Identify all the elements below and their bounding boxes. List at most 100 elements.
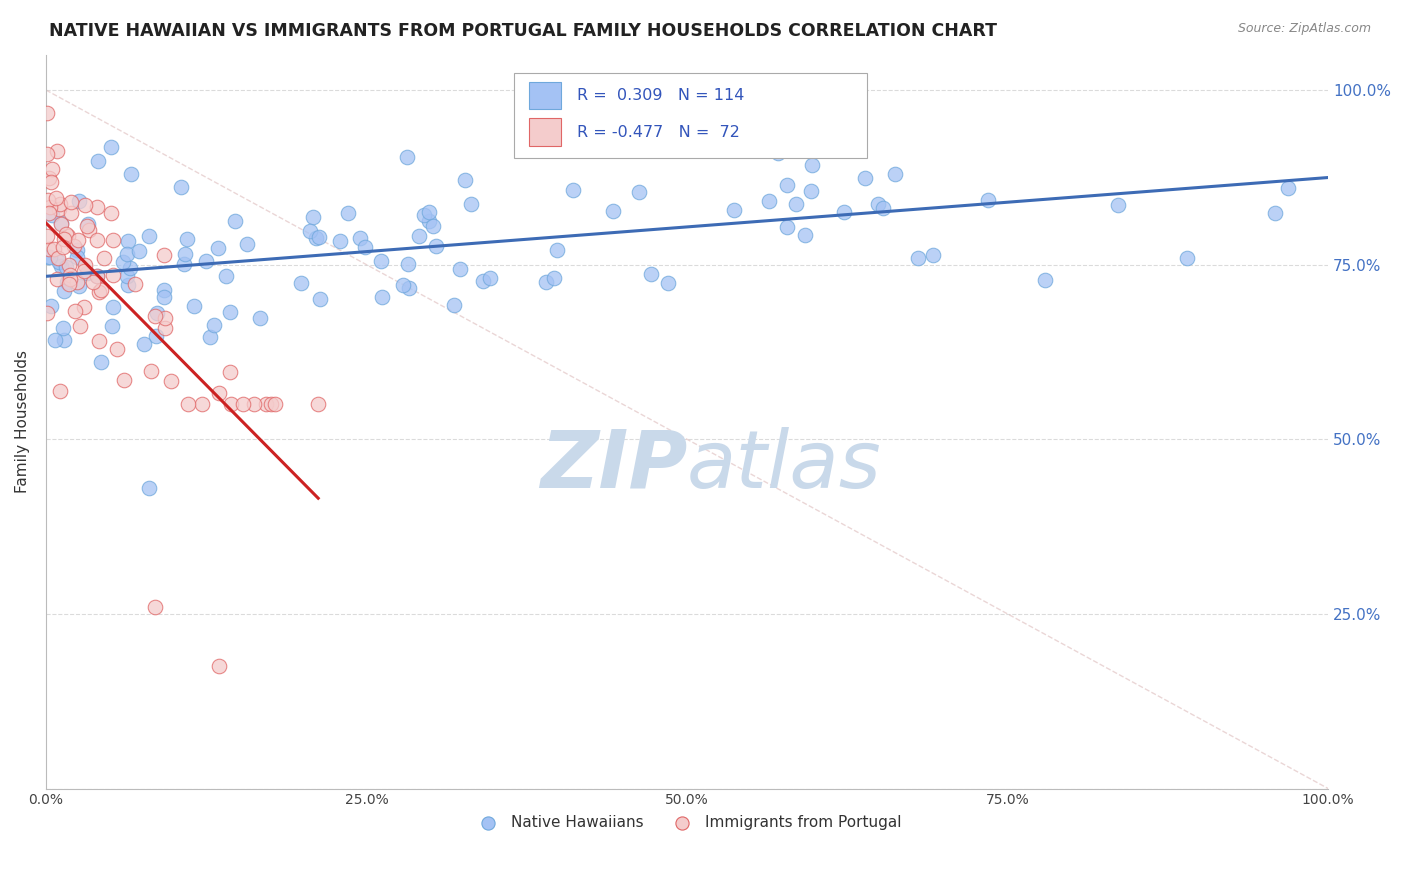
Point	[758, 194, 780, 209]
Point	[41, 175, 63, 189]
Point	[143, 599, 166, 614]
Point	[872, 202, 894, 216]
Point	[101, 318, 124, 333]
Point	[657, 277, 679, 291]
Point	[77, 217, 100, 231]
Point	[117, 278, 139, 293]
Point	[1264, 206, 1286, 220]
Point	[53, 232, 76, 246]
Point	[145, 329, 167, 343]
Point	[52, 320, 75, 334]
Point	[112, 373, 135, 387]
Point	[103, 233, 125, 247]
Point	[868, 196, 890, 211]
Point	[38, 206, 60, 220]
Point	[176, 232, 198, 246]
Point	[1277, 180, 1299, 194]
FancyBboxPatch shape	[515, 73, 866, 158]
Point	[86, 233, 108, 247]
Text: R = -0.477   N =  72: R = -0.477 N = 72	[576, 125, 740, 140]
Point	[41, 208, 63, 222]
Point	[396, 150, 419, 164]
Point	[63, 303, 86, 318]
Point	[1033, 273, 1056, 287]
Point	[118, 260, 141, 275]
Point	[100, 140, 122, 154]
Point	[120, 167, 142, 181]
Point	[800, 184, 823, 198]
Point	[308, 230, 330, 244]
Text: atlas: atlas	[688, 427, 882, 505]
Point	[35, 105, 58, 120]
Point	[141, 364, 163, 378]
Point	[49, 384, 72, 399]
Point	[398, 281, 420, 295]
Point	[627, 186, 650, 200]
Point	[977, 193, 1000, 207]
Point	[59, 194, 82, 209]
Point	[302, 211, 325, 225]
Point	[38, 242, 60, 256]
Point	[128, 244, 150, 259]
Point	[723, 202, 745, 217]
Point	[59, 268, 82, 282]
Point	[776, 178, 799, 192]
Point	[103, 268, 125, 282]
Point	[69, 319, 91, 334]
Point	[115, 268, 138, 283]
Point	[86, 269, 108, 284]
Point	[640, 267, 662, 281]
Point	[87, 285, 110, 299]
Point	[146, 306, 169, 320]
Point	[35, 147, 58, 161]
Point	[46, 272, 69, 286]
Point	[785, 197, 807, 211]
Point	[67, 233, 90, 247]
Point	[195, 254, 218, 268]
Point	[76, 266, 98, 280]
Point	[82, 276, 104, 290]
Point	[249, 311, 271, 326]
Point	[412, 208, 434, 222]
Point	[170, 180, 193, 194]
Point	[53, 333, 76, 347]
Point	[67, 279, 90, 293]
Point	[53, 284, 76, 298]
Point	[260, 397, 283, 411]
Point	[776, 219, 799, 234]
Point	[48, 251, 70, 265]
Point	[37, 229, 59, 244]
Point	[264, 397, 287, 411]
Point	[45, 145, 67, 159]
Point	[160, 374, 183, 388]
Y-axis label: Family Households: Family Households	[15, 351, 30, 493]
Point	[73, 264, 96, 278]
Point	[329, 235, 352, 249]
Point	[1107, 198, 1129, 212]
Point	[67, 194, 90, 208]
Point	[190, 397, 212, 411]
Bar	[529, 81, 561, 110]
Point	[153, 283, 176, 297]
Point	[52, 239, 75, 253]
Point	[449, 262, 471, 277]
Point	[58, 229, 80, 244]
Point	[425, 238, 447, 252]
Point	[418, 214, 440, 228]
Point	[215, 268, 238, 283]
Point	[219, 397, 242, 411]
Point	[37, 194, 59, 208]
Point	[60, 206, 83, 220]
Point	[58, 258, 80, 272]
Point	[155, 321, 177, 335]
Point	[453, 173, 475, 187]
Point	[714, 128, 737, 142]
Point	[117, 234, 139, 248]
Point	[62, 238, 84, 252]
Point	[66, 275, 89, 289]
Point	[173, 257, 195, 271]
Point	[472, 274, 495, 288]
Point	[602, 204, 624, 219]
Point	[86, 269, 108, 284]
Point	[208, 385, 231, 400]
